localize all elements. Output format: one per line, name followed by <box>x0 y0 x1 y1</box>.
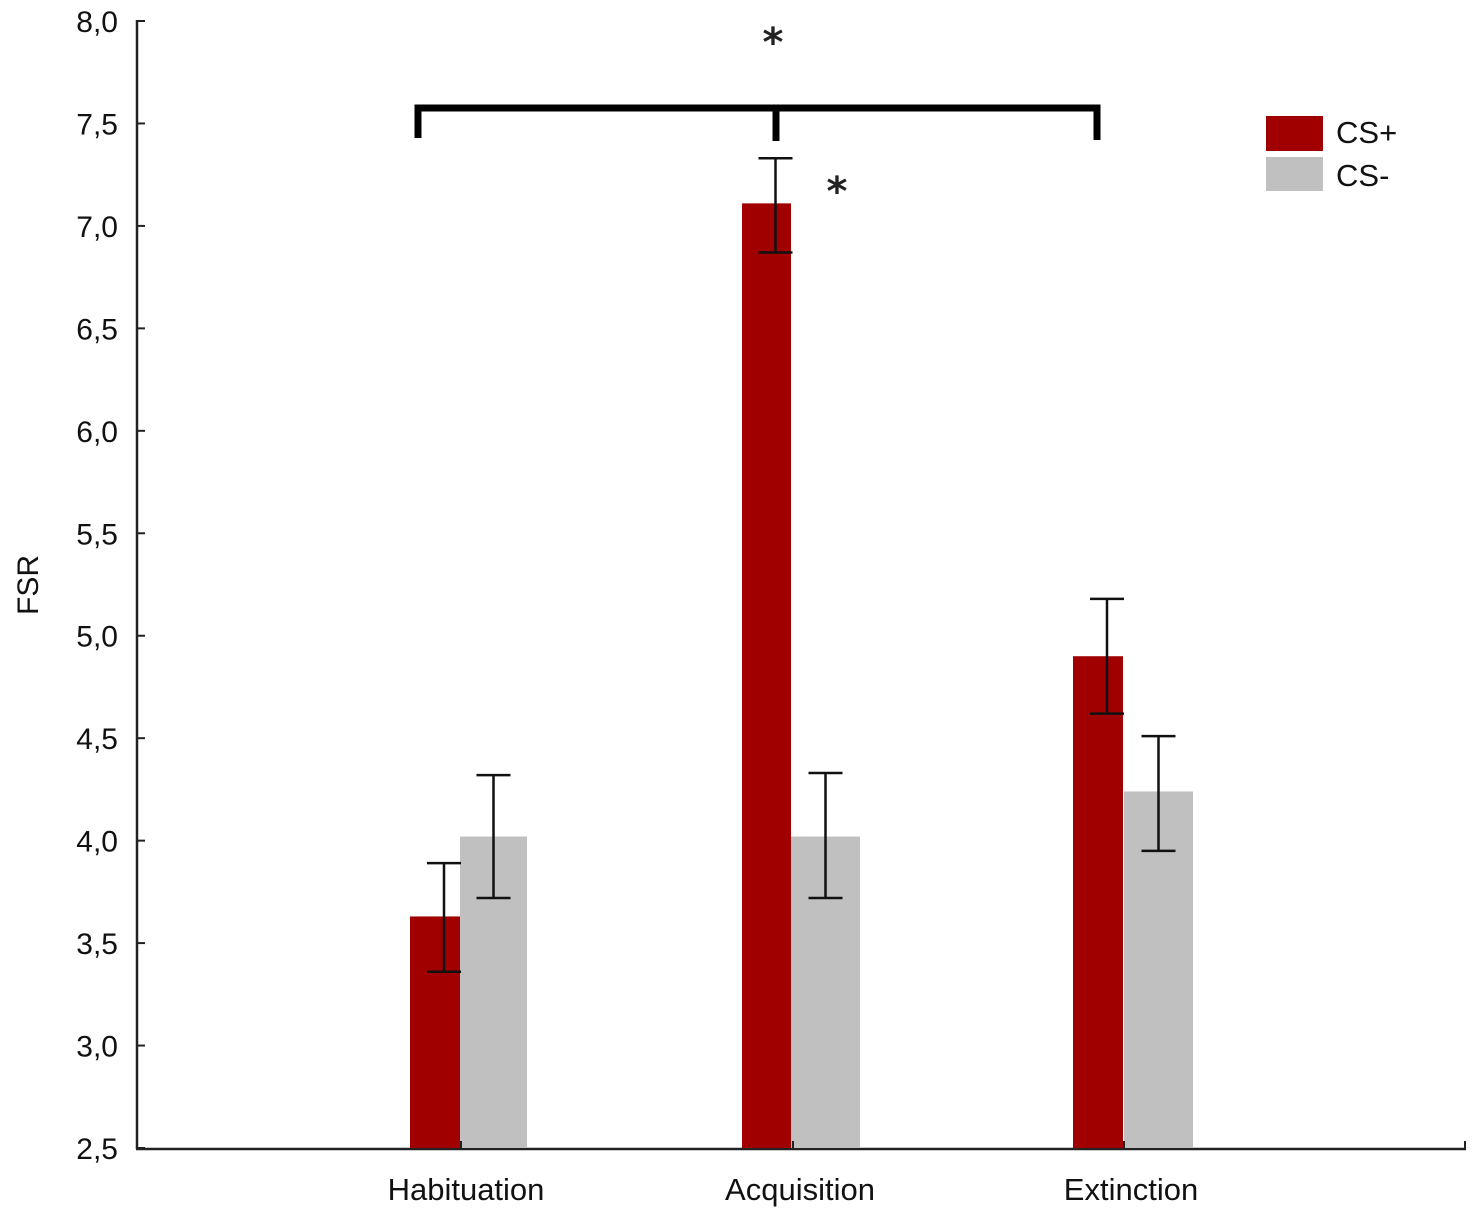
y-tick-label: 4,0 <box>76 826 118 859</box>
y-tick-label: 3,0 <box>76 1031 118 1064</box>
error-bar-cs-plus-extinction <box>1090 597 1124 715</box>
y-tick-label: 2,5 <box>76 1133 118 1166</box>
x-category-label-habituation: Habituation <box>388 1172 545 1207</box>
bar-cs-plus-extinction <box>1073 656 1123 1148</box>
acquisition-significance-star: * <box>827 169 848 215</box>
bar-cs-plus-habituation <box>410 916 460 1148</box>
bracket-significance-star: * <box>763 20 784 66</box>
y-axis-title: FSR <box>12 555 45 615</box>
legend-label-cs-plus: CS+ <box>1336 115 1397 150</box>
significance-bracket <box>414 104 1101 141</box>
x-category-label-acquisition: Acquisition <box>725 1172 875 1207</box>
y-tick-label: 8,0 <box>76 6 118 39</box>
error-bar-cs-plus-habituation <box>427 861 461 974</box>
legend: CS+ CS- <box>1266 115 1397 193</box>
y-tick-label: 6,0 <box>76 416 118 449</box>
error-bars-group <box>427 157 1176 974</box>
y-tick-label: 7,0 <box>76 211 118 244</box>
error-bar-cs-minus-extinction <box>1141 734 1176 853</box>
y-tick-label: 3,5 <box>76 928 118 961</box>
legend-label-cs-minus: CS- <box>1336 158 1389 193</box>
legend-swatch-cs-minus <box>1266 157 1323 191</box>
error-bar-cs-minus-acquisition <box>808 771 843 900</box>
y-tick-label: 4,5 <box>76 723 118 756</box>
y-tick-label: 5,0 <box>76 621 118 654</box>
y-axis-ticks: 2,5 3,0 3,5 4,0 4,5 5,0 5,5 6,0 6,5 7,0 7,5 8,0 <box>76 6 145 1166</box>
legend-swatch-cs-plus <box>1266 116 1323 151</box>
x-axis-categories: Habituation Acquisition Extinction <box>388 1141 1198 1207</box>
error-bar-cs-minus-habituation <box>476 773 511 900</box>
bars-group <box>410 203 1193 1149</box>
error-bar-cs-plus-acquisition <box>758 157 793 254</box>
y-tick-label: 6,5 <box>76 313 118 346</box>
y-tick-label: 7,5 <box>76 108 118 141</box>
bar-cs-plus-acquisition <box>742 203 791 1149</box>
x-category-label-extinction: Extinction <box>1064 1172 1198 1207</box>
y-tick-label: 5,5 <box>76 518 118 551</box>
